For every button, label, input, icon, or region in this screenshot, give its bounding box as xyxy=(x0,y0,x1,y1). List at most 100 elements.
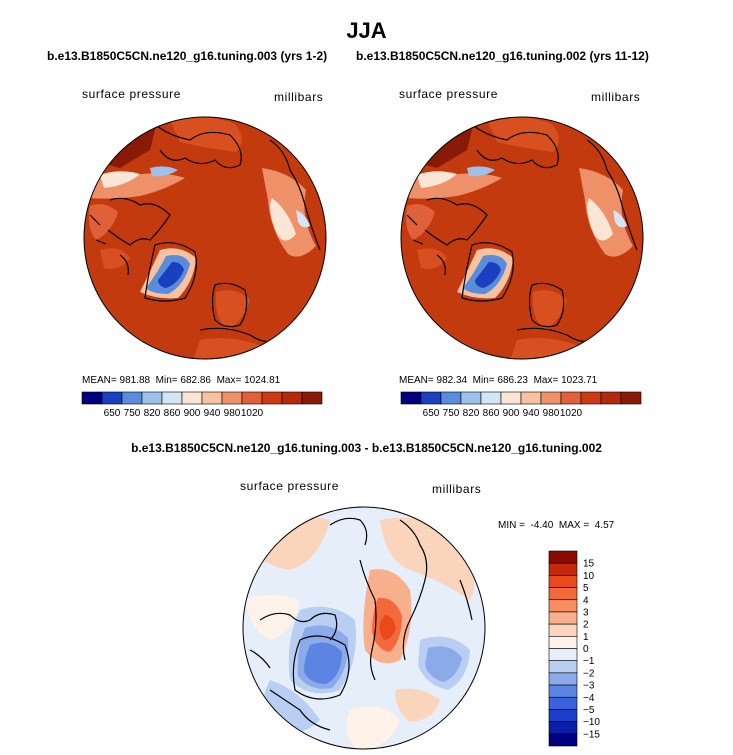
colorbar-box xyxy=(548,660,578,674)
colorbar-box xyxy=(548,709,578,722)
colorbar-box xyxy=(81,391,103,405)
colorbar-box xyxy=(548,684,578,698)
colorbar-box xyxy=(548,575,578,588)
colorbar-tick-label: −15 xyxy=(583,729,600,740)
colorbar-box xyxy=(121,391,143,405)
colorbar-tick-label: −1 xyxy=(583,656,595,667)
colorbar-tick-label: −2 xyxy=(583,668,595,679)
colorbar-box xyxy=(560,391,582,405)
colorbar-tick-label: 15 xyxy=(583,559,595,570)
colorbar-tick-label: −4 xyxy=(583,693,595,704)
colorbar-box xyxy=(101,391,123,405)
colorbar-tick-label: −5 xyxy=(583,705,595,716)
right-polar-map xyxy=(400,116,644,360)
colorbar-box xyxy=(460,391,482,405)
left-stats: MEAN= 981.88 Min= 682.86 Max= 1024.81 xyxy=(82,375,280,386)
colorbar-box xyxy=(548,611,578,625)
right-colorbar: 650 750 820 860 900 940 980 1020 xyxy=(400,391,642,419)
colorbar-box xyxy=(161,391,183,405)
left-variable-label: surface pressure xyxy=(82,87,181,101)
diff-stats: MIN = -4.40 MAX = 4.57 xyxy=(498,520,614,531)
right-mean-label: MEAN= xyxy=(399,375,434,386)
left-units-label: millibars xyxy=(274,90,324,104)
colorbar-tick-label: 750 xyxy=(443,408,460,419)
colorbar-tick-label: 0 xyxy=(583,644,589,655)
diff-max-label: MAX = xyxy=(558,520,590,531)
colorbar-tick-label: 750 xyxy=(124,408,141,419)
right-min-value: 686.23 xyxy=(497,375,528,386)
colorbar-box xyxy=(548,672,578,686)
colorbar-box xyxy=(548,599,578,613)
colorbar-tick-label: 860 xyxy=(483,408,500,419)
figure-title: JJA xyxy=(346,18,387,43)
left-max-label: Max= xyxy=(216,375,242,386)
diff-units-label: millibars xyxy=(432,482,482,496)
left-max-value: 1024.81 xyxy=(244,375,281,386)
colorbar-tick-label: 900 xyxy=(184,408,201,419)
colorbar-tick-label: 980 xyxy=(543,408,560,419)
colorbar-tick-label: 650 xyxy=(423,408,440,419)
left-polar-map xyxy=(83,116,327,360)
left-mean-value: 981.88 xyxy=(119,375,151,386)
colorbar-box xyxy=(548,623,578,637)
colorbar-box xyxy=(420,391,442,405)
left-min-value: 682.86 xyxy=(180,375,211,386)
right-variable-label: surface pressure xyxy=(399,87,498,101)
colorbar-box xyxy=(548,648,578,661)
colorbar-box xyxy=(281,391,303,405)
colorbar-box xyxy=(548,636,578,649)
left-min-label: Min= xyxy=(155,375,178,386)
colorbar-tick-label: −3 xyxy=(583,681,595,692)
colorbar-tick-label: 2 xyxy=(583,620,589,631)
right-max-value: 1023.71 xyxy=(561,375,598,386)
colorbar-tick-label: 980 xyxy=(224,408,241,419)
colorbar-box xyxy=(580,391,602,405)
colorbar-box xyxy=(520,391,542,405)
diff-min-label: MIN = xyxy=(498,520,525,531)
colorbar-tick-label: 650 xyxy=(104,408,121,419)
colorbar-box xyxy=(181,391,203,405)
right-case-title: b.e13.B1850C5CN.ne120_g16.tuning.002 (yr… xyxy=(356,49,649,63)
colorbar-box xyxy=(480,391,502,405)
difference-polar-map xyxy=(242,506,486,750)
colorbar-box xyxy=(440,391,462,405)
right-units-label: millibars xyxy=(591,90,641,104)
colorbar-tick-label: 940 xyxy=(204,408,221,419)
colorbar-box xyxy=(600,391,622,405)
difference-title: b.e13.B1850C5CN.ne120_g16.tuning.003 - b… xyxy=(131,441,602,455)
diff-variable-label: surface pressure xyxy=(240,479,339,493)
diff-min-value: -4.40 xyxy=(530,520,554,531)
colorbar-box xyxy=(301,391,323,405)
colorbar-tick-label: 1 xyxy=(583,632,589,643)
colorbar-box xyxy=(548,721,578,735)
colorbar-box xyxy=(201,391,223,405)
colorbar-tick-label: 5 xyxy=(583,583,589,594)
colorbar-box xyxy=(221,391,243,405)
colorbar-box xyxy=(548,562,578,576)
colorbar-tick-label: 1020 xyxy=(241,408,264,419)
right-max-label: Max= xyxy=(533,375,559,386)
colorbar-tick-label: −10 xyxy=(583,717,600,728)
colorbar-tick-label: 860 xyxy=(164,408,181,419)
colorbar-box xyxy=(540,391,562,405)
colorbar-tick-label: 900 xyxy=(503,408,520,419)
colorbar-box xyxy=(261,391,283,405)
colorbar-box xyxy=(141,391,163,405)
colorbar-box xyxy=(548,587,578,601)
right-stats: MEAN= 982.34 Min= 686.23 Max= 1023.71 xyxy=(399,375,597,386)
colorbar-box xyxy=(548,550,578,564)
left-colorbar: 650 750 820 860 900 940 980 1020 xyxy=(81,391,323,419)
right-mean-value: 982.34 xyxy=(436,375,468,386)
colorbar-tick-label: 1020 xyxy=(560,408,583,419)
colorbar-tick-label: 10 xyxy=(583,571,595,582)
left-case-title: b.e13.B1850C5CN.ne120_g16.tuning.003 (yr… xyxy=(47,49,328,63)
right-min-label: Min= xyxy=(472,375,495,386)
diff-max-value: 4.57 xyxy=(594,520,615,531)
colorbar-box xyxy=(548,733,578,747)
colorbar-tick-label: 940 xyxy=(523,408,540,419)
colorbar-box xyxy=(620,391,642,405)
colorbar-box xyxy=(241,391,263,405)
colorbar-box xyxy=(400,391,422,405)
